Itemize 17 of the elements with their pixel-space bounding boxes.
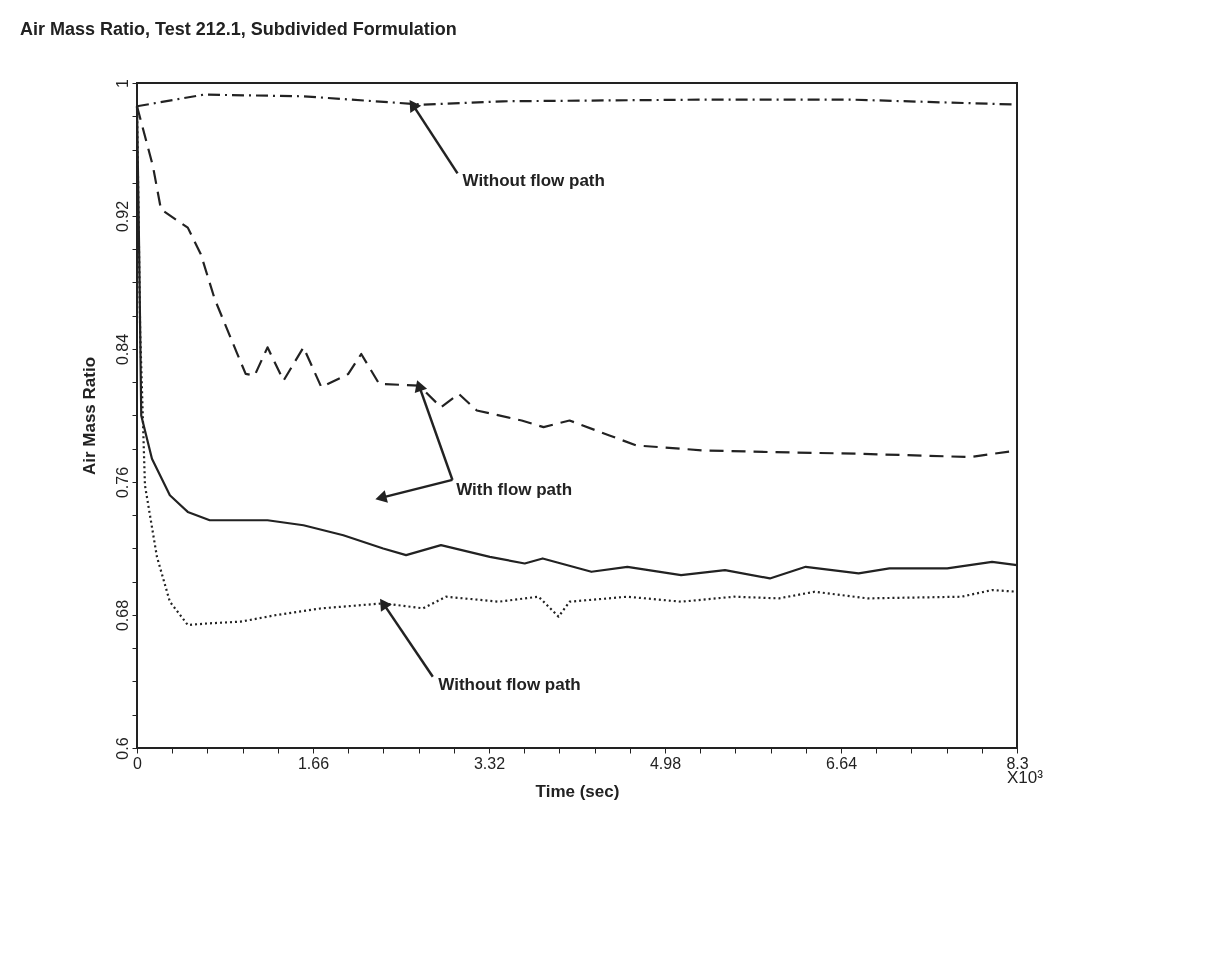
y-tick-label: 0.76 [113, 466, 131, 499]
y-tick-label: 1 [113, 78, 131, 88]
y-tick-label: 0.68 [113, 599, 131, 632]
chart-title: Air Mass Ratio, Test 212.1, Subdivided Formulation [20, 18, 457, 39]
y-tick-label: 0.6 [113, 737, 131, 760]
x-tick-label: 4.98 [649, 754, 682, 772]
x-tick-label: 3.32 [473, 754, 506, 772]
annotation: Without flow path [438, 674, 581, 694]
x-tick-label: 6.64 [825, 754, 858, 772]
x-tick-label: 0 [133, 754, 143, 772]
annotation: With flow path [456, 480, 573, 500]
y-tick-label: 0.84 [113, 333, 131, 366]
y-tick-label: 0.92 [113, 200, 131, 233]
y-axis-title: Air Mass Ratio [79, 356, 99, 476]
annotation: Without flow path [462, 171, 605, 191]
x-axis-title: Time (sec) [535, 781, 620, 801]
x-tick-label: 1.66 [297, 754, 330, 772]
